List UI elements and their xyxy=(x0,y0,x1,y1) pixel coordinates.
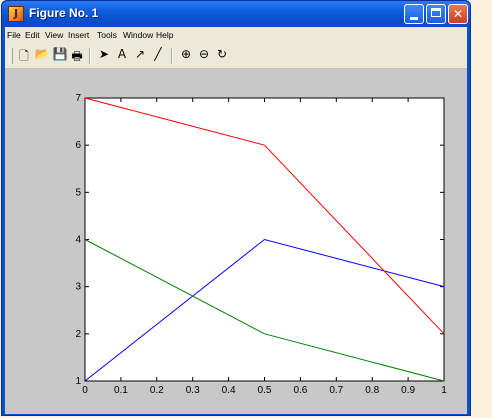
toolbar-separator xyxy=(171,48,173,64)
menu-tools[interactable]: Tools xyxy=(97,30,117,40)
x-tick-label: 0.3 xyxy=(186,385,200,396)
menu-bar: File Edit View Insert Tools Window Help xyxy=(5,27,467,44)
x-tick-label: 0.7 xyxy=(329,385,343,396)
edit-plot-arrow-icon[interactable]: ➤ xyxy=(98,47,110,61)
x-tick-label: 1 xyxy=(441,385,447,396)
menu-edit[interactable]: Edit xyxy=(25,30,40,40)
series-line-2 xyxy=(84,239,445,382)
y-tick-label: 2 xyxy=(75,329,81,340)
menu-file[interactable]: File xyxy=(7,30,21,40)
new-figure-icon[interactable]: 🗋 xyxy=(19,49,29,63)
window-title: Figure No. 1 xyxy=(29,6,99,20)
maximize-button[interactable] xyxy=(426,4,446,24)
series-line-3 xyxy=(84,97,445,335)
title-bar[interactable]: J Figure No. 1 ✕ xyxy=(2,1,470,27)
y-tick-label: 3 xyxy=(75,282,81,293)
x-tick-label: 0.4 xyxy=(222,385,236,396)
y-tick-label: 5 xyxy=(75,187,81,198)
toolbar-grip[interactable] xyxy=(9,48,13,64)
minimize-button[interactable] xyxy=(404,4,424,24)
y-tick-label: 7 xyxy=(75,93,81,104)
print-icon[interactable]: 🖶 xyxy=(71,49,83,63)
rotate-3d-icon[interactable]: ↻ xyxy=(216,47,228,61)
menu-view[interactable]: View xyxy=(45,30,64,40)
y-tick-label: 6 xyxy=(75,140,81,151)
y-tick-label: 4 xyxy=(75,235,81,246)
matlab-app-icon: J xyxy=(8,6,24,22)
zoom-in-icon[interactable]: ⊕ xyxy=(180,47,192,61)
x-tick-label: 0.1 xyxy=(114,385,128,396)
x-tick-label: 0.5 xyxy=(258,385,272,396)
insert-text-icon[interactable]: A xyxy=(117,47,127,61)
close-button[interactable]: ✕ xyxy=(448,4,468,24)
figure-canvas: 0 0.1 0.2 0.3 0.4 0.5 0.6 0.7 0.8 0.9 1 1 2 3 4 5 6 7 xyxy=(5,69,467,414)
x-tick-label: 0.6 xyxy=(293,385,307,396)
menu-window[interactable]: Window xyxy=(123,30,154,40)
minimize-icon xyxy=(410,17,418,20)
menu-insert[interactable]: Insert xyxy=(68,30,90,40)
figure-window: J Figure No. 1 ✕ File Edit View Insert T… xyxy=(1,0,471,416)
y-tick-label: 1 xyxy=(75,376,81,387)
x-tick-label: 0.9 xyxy=(401,385,415,396)
figure-toolbar: 🗋 📂 💾 🖶 ➤ A ↗ ╱ ⊕ ⊖ ↻ xyxy=(5,44,467,69)
line-plot: 0 0.1 0.2 0.3 0.4 0.5 0.6 0.7 0.8 0.9 1 1 2 3 4 5 6 7 xyxy=(75,93,447,396)
menu-help[interactable]: Help xyxy=(156,30,174,40)
close-icon: ✕ xyxy=(452,7,464,21)
x-tick-label: 0.2 xyxy=(150,385,164,396)
x-tick-label: 0.8 xyxy=(365,385,379,396)
maximize-icon xyxy=(431,8,441,17)
open-file-icon[interactable]: 📂 xyxy=(34,47,50,61)
toolbar-separator xyxy=(89,48,91,64)
insert-line-icon[interactable]: ╱ xyxy=(154,47,162,61)
x-tick-label: 0 xyxy=(82,385,88,396)
save-icon[interactable]: 💾 xyxy=(52,47,68,61)
zoom-out-icon[interactable]: ⊖ xyxy=(198,47,210,61)
insert-arrow-icon[interactable]: ↗ xyxy=(134,47,146,61)
